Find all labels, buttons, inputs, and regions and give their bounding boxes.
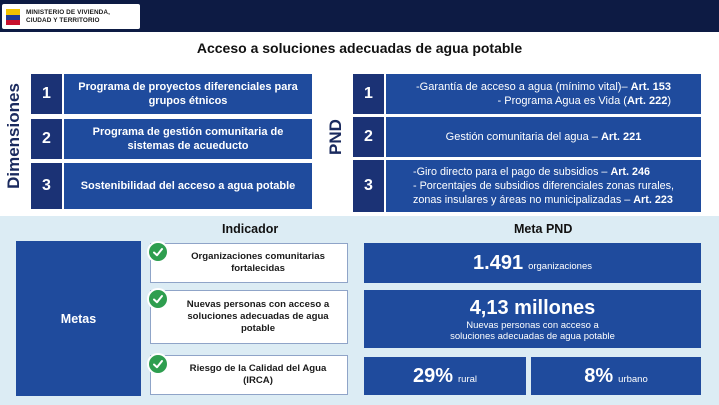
check-icon [147, 353, 169, 375]
metas-label: Metas [16, 241, 141, 396]
dimensiones-label: Dimensiones [4, 83, 23, 189]
dimension-text: Programa de proyectos diferenciales para… [64, 74, 312, 114]
meta-irca-urbano: 8% urbano [531, 357, 701, 395]
meta-value: 29% [412, 364, 453, 387]
ministry-logo: MINISTERIO DE VIVIENDA, CIUDAD Y TERRITO… [2, 4, 140, 29]
logo-line-1: MINISTERIO DE VIVIENDA, [26, 8, 110, 16]
meta-desc-1: Nuevas personas con acceso a [466, 319, 599, 331]
indicator-2: Nuevas personas con acceso a soluciones … [150, 290, 348, 344]
pnd-label: PND [326, 119, 345, 155]
pnd-number: 3 [353, 160, 384, 212]
dimension-row-1: 1 Programa de proyectos diferenciales pa… [31, 74, 312, 114]
dimension-number: 1 [31, 74, 62, 114]
dimension-number: 2 [31, 119, 62, 159]
meta-pnd-header: Meta PND [514, 222, 573, 236]
pnd-text: -Giro directo para el pago de subsidios … [386, 160, 701, 212]
pnd-row-1: 1 -Garantía de acceso a agua (mínimo vit… [353, 74, 701, 114]
meta-value: 4,13 millones [469, 296, 596, 319]
meta-unit: urbano [618, 373, 648, 385]
meta-unit: rural [458, 373, 478, 385]
dimension-text: Sostenibilidad del acceso a agua potable [64, 163, 312, 209]
pnd-row-3: 3 -Giro directo para el pago de subsidio… [353, 160, 701, 212]
dimension-number: 3 [31, 163, 62, 209]
check-icon [147, 241, 169, 263]
page-title: Acceso a soluciones adecuadas de agua po… [196, 40, 523, 56]
meta-desc-2: soluciones adecuadas de agua potable [450, 330, 615, 342]
logo-line-2: CIUDAD Y TERRITORIO [26, 16, 100, 24]
colombia-seal-icon [6, 8, 20, 25]
pnd-text: -Garantía de acceso a agua (mínimo vital… [386, 74, 701, 114]
meta-irca-rural: 29% rural [364, 357, 526, 395]
meta-value: 1.491 [473, 251, 524, 274]
indicador-header: Indicador [222, 222, 279, 236]
meta-nuevas-personas: 4,13 millones Nuevas personas con acceso… [364, 290, 701, 348]
top-bar: MINISTERIO DE VIVIENDA, CIUDAD Y TERRITO… [0, 0, 719, 32]
pnd-row-2: 2 Gestión comunitaria del agua – Art. 22… [353, 117, 701, 157]
logo-text: MINISTERIO DE VIVIENDA, CIUDAD Y TERRITO… [26, 9, 110, 25]
meta-unit: organizaciones [528, 260, 592, 272]
check-icon [147, 288, 169, 310]
dimension-text: Programa de gestión comunitaria de siste… [64, 119, 312, 159]
pnd-number: 2 [353, 117, 384, 157]
indicator-1: Organizaciones comunitarias fortalecidas [150, 243, 348, 283]
meta-organizaciones: 1.491 organizaciones [364, 243, 701, 283]
pnd-text: Gestión comunitaria del agua – Art. 221 [386, 117, 701, 157]
dimension-row-3: 3 Sostenibilidad del acceso a agua potab… [31, 163, 312, 209]
dimension-row-2: 2 Programa de gestión comunitaria de sis… [31, 119, 312, 159]
meta-value: 8% [584, 364, 614, 387]
pnd-number: 1 [353, 74, 384, 114]
indicator-3: Riesgo de la Calidad del Agua (IRCA) [150, 355, 348, 395]
